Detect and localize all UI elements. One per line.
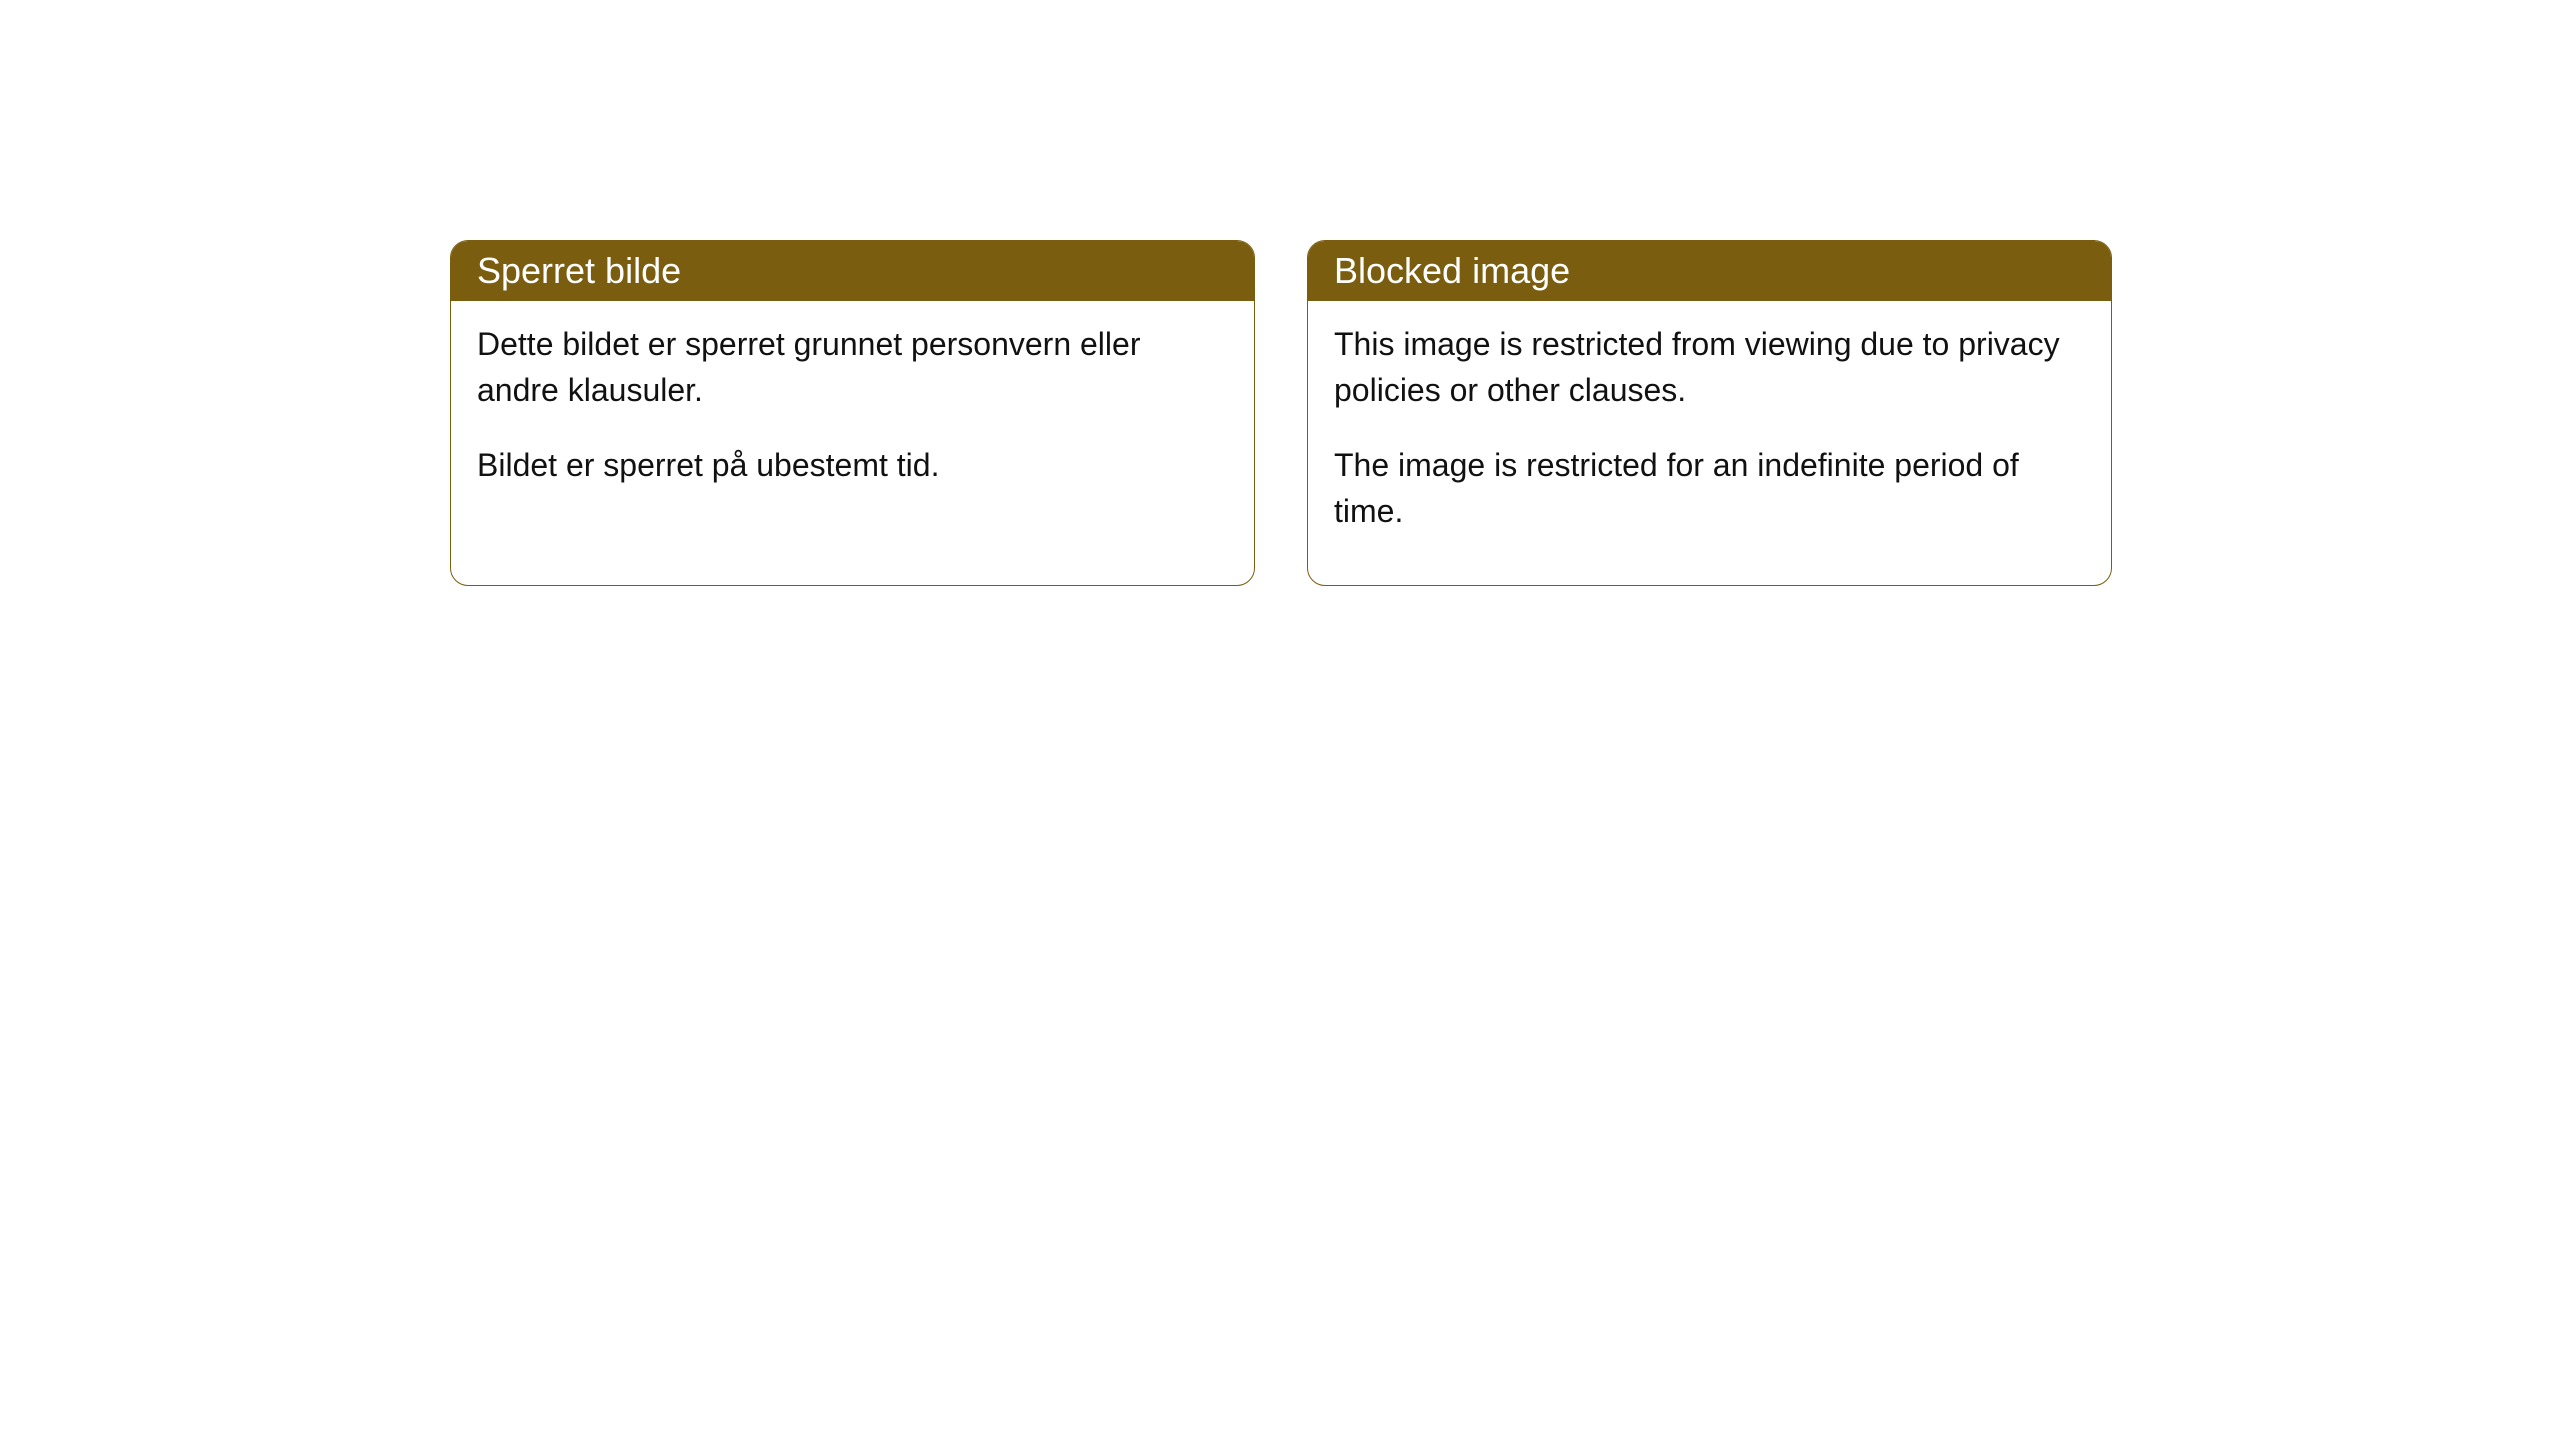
blocked-image-card-en: Blocked image This image is restricted f… [1307, 240, 2112, 586]
card-paragraph: This image is restricted from viewing du… [1334, 321, 2085, 414]
card-header-no: Sperret bilde [451, 241, 1254, 301]
card-body-no: Dette bildet er sperret grunnet personve… [451, 301, 1254, 538]
card-header-en: Blocked image [1308, 241, 2111, 301]
blocked-image-card-no: Sperret bilde Dette bildet er sperret gr… [450, 240, 1255, 586]
card-body-en: This image is restricted from viewing du… [1308, 301, 2111, 585]
notice-cards-container: Sperret bilde Dette bildet er sperret gr… [450, 240, 2112, 586]
card-paragraph: The image is restricted for an indefinit… [1334, 442, 2085, 535]
card-paragraph: Bildet er sperret på ubestemt tid. [477, 442, 1228, 488]
card-paragraph: Dette bildet er sperret grunnet personve… [477, 321, 1228, 414]
